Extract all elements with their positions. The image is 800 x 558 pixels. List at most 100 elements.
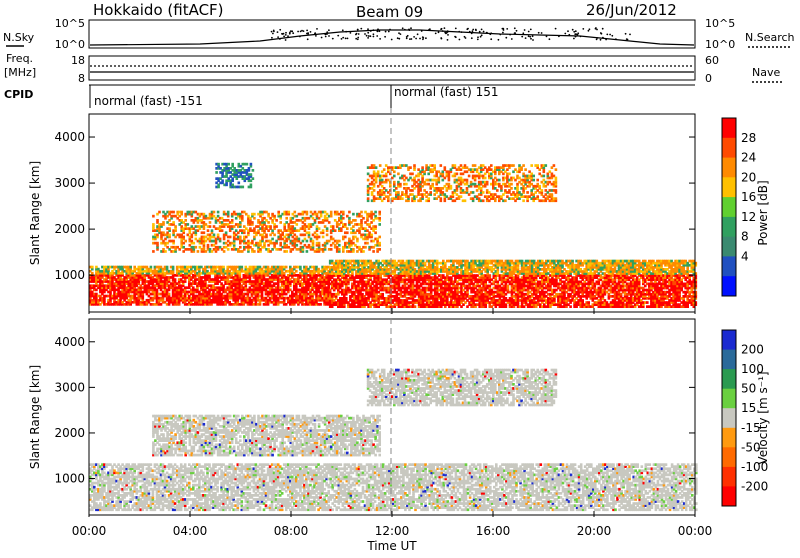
nsearch-dot <box>283 36 285 38</box>
nsearch-dot <box>588 30 590 32</box>
nsearch-dot <box>389 29 391 31</box>
nsearch-dot <box>287 35 289 37</box>
nsearch-dot <box>458 31 460 33</box>
nsearch-dot <box>328 35 330 37</box>
nsearch-dot <box>279 38 281 40</box>
nsearch-dot <box>398 38 400 40</box>
nsearch-dot <box>461 31 463 33</box>
nsearch-dots <box>271 27 631 41</box>
freq-label-line1: Freq. <box>6 52 33 65</box>
nsearch-dot <box>580 36 582 38</box>
nsearch-dot <box>514 27 516 29</box>
cpid-segment-1: normal (fast) -151 <box>94 94 203 108</box>
nsearch-dot <box>546 36 548 38</box>
nsearch-dot <box>384 36 386 38</box>
nsearch-dot <box>490 38 492 40</box>
nsearch-dot <box>465 37 467 39</box>
nsearch-dot <box>574 33 576 35</box>
heatmap-cell <box>319 303 322 306</box>
nsearch-dot <box>419 38 421 40</box>
nsearch-dot <box>625 33 627 35</box>
heatmap-cell <box>285 266 288 269</box>
nsearch-dot <box>541 32 543 34</box>
nsearch-dot <box>421 30 423 32</box>
nsearch-dot <box>357 38 359 40</box>
nsearch-dot <box>573 31 575 33</box>
nsearch-dot <box>292 32 294 34</box>
nsearch-dot <box>525 37 527 39</box>
nsearch-dot <box>602 37 604 39</box>
nsearch-dot <box>299 36 301 38</box>
nsearch-dot <box>425 37 427 39</box>
nsearch-dot <box>356 33 358 35</box>
nsearch-dot <box>477 39 479 41</box>
nsearch-tick-bottom: 10^0 <box>705 38 735 51</box>
nsearch-dot <box>522 32 524 34</box>
nsearch-dot <box>568 34 570 36</box>
date-label: 26/Jun/2012 <box>586 1 677 19</box>
nsearch-dot <box>471 37 473 39</box>
nsearch-dot <box>301 30 303 32</box>
nsearch-dot <box>486 32 488 34</box>
nsearch-dot <box>480 36 482 38</box>
nsearch-dot <box>549 38 551 40</box>
nsearch-dot <box>483 31 485 33</box>
nave-label: Nave <box>752 66 780 79</box>
nsearch-dot <box>564 33 566 35</box>
nsearch-dot <box>326 33 328 35</box>
nsearch-dot <box>509 34 511 36</box>
nsearch-dot <box>328 29 330 31</box>
heatmap-cell <box>222 266 225 269</box>
nsearch-dot <box>379 30 381 32</box>
heatmap-cell <box>150 266 153 269</box>
freq-label-line2: [MHz] <box>4 66 36 79</box>
nsearch-dot <box>629 34 631 36</box>
nsearch-dot <box>342 37 344 39</box>
nsearch-dot <box>503 29 505 31</box>
nsearch-dot <box>606 34 608 36</box>
heatmap-cell <box>345 297 348 300</box>
nsearch-dot <box>279 29 281 31</box>
nsearch-dot <box>368 35 370 37</box>
nave-tick-bottom: 0 <box>705 72 712 85</box>
heatmap-cell <box>381 293 384 296</box>
nsearch-dot <box>285 34 287 36</box>
nsearch-dot <box>366 35 368 37</box>
nsearch-dot <box>321 37 323 39</box>
nsearch-dot <box>422 38 424 40</box>
nsearch-dot <box>528 31 530 33</box>
nsearch-dot <box>407 35 409 37</box>
nsearch-dot <box>589 28 591 30</box>
nsearch-dot <box>475 29 477 31</box>
nsearch-dot <box>529 36 531 38</box>
nsearch-dot <box>573 38 575 40</box>
nsearch-dot <box>341 38 343 40</box>
heatmap-cell <box>241 266 244 269</box>
nsearch-dot <box>455 36 457 38</box>
nsearch-dot <box>271 31 273 33</box>
nsearch-dot <box>326 31 328 33</box>
nsearch-dot <box>404 29 406 31</box>
nsearch-dot <box>377 28 379 30</box>
nsearch-dot <box>385 31 387 33</box>
heatmap-cell <box>174 278 177 281</box>
nsearch-dot <box>602 28 604 30</box>
nsearch-dot <box>373 33 375 35</box>
nsearch-dot <box>370 30 372 32</box>
nsearch-dot <box>477 36 479 38</box>
nsearch-dot <box>558 35 560 37</box>
nsearch-dot <box>367 28 369 30</box>
nsearch-dot <box>297 31 299 33</box>
nsearch-dot <box>271 37 273 39</box>
nsearch-dot <box>582 28 584 30</box>
nsearch-dot <box>438 31 440 33</box>
nsearch-dot <box>314 33 316 35</box>
nsearch-dot <box>441 38 443 40</box>
nsearch-dot <box>447 39 449 41</box>
nsearch-dot <box>357 37 359 39</box>
nsearch-dot <box>324 34 326 36</box>
nsearch-dot <box>347 38 349 40</box>
nsearch-dot <box>506 28 508 30</box>
nsearch-dot <box>282 33 284 35</box>
nsearch-dot <box>357 29 359 31</box>
